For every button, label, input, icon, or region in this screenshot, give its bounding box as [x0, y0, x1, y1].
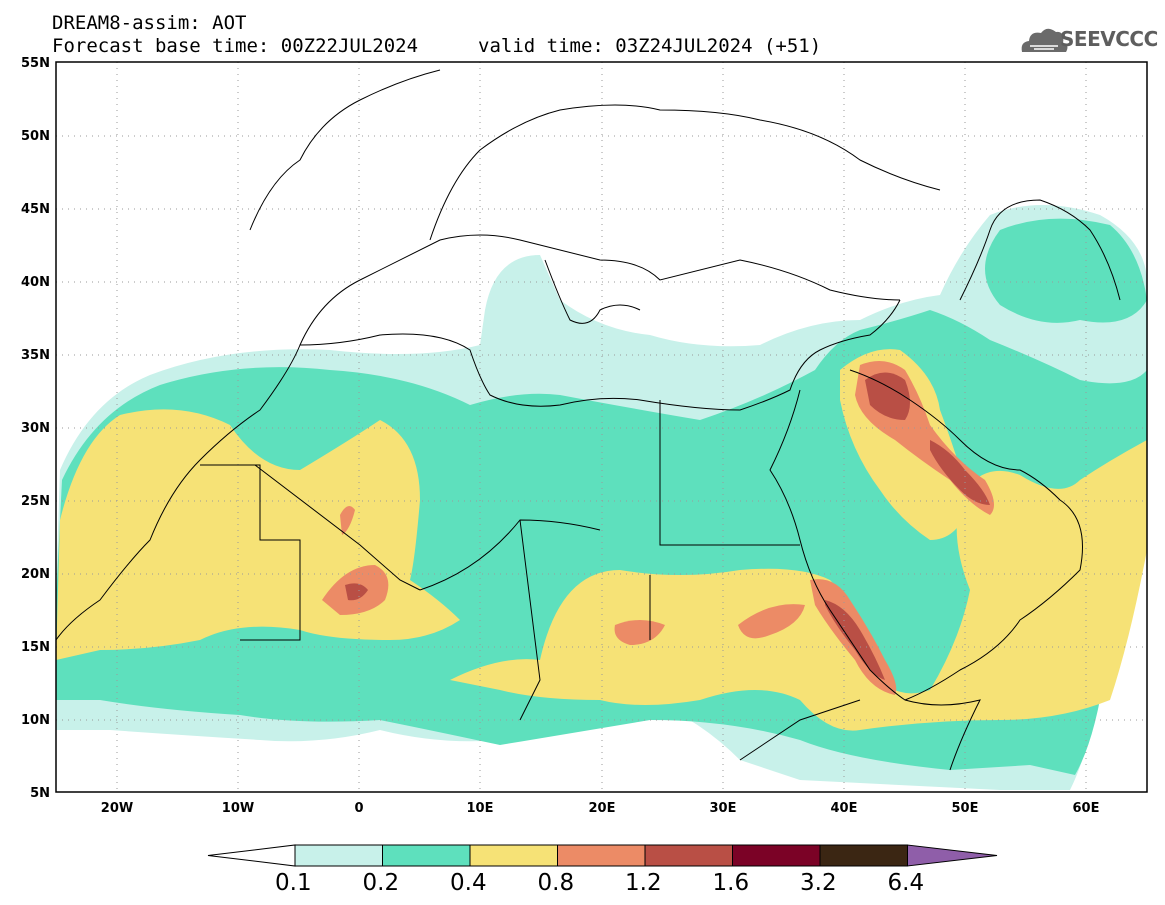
- lat-tick-5n: 5N: [30, 786, 50, 801]
- lat-tick-20n: 20N: [21, 567, 50, 582]
- colorbar-under-triangle: [207, 844, 296, 867]
- lon-tick-0: 0: [354, 801, 363, 816]
- lon-tick-40e: 40E: [831, 801, 858, 816]
- colorbar-segment: [644, 844, 733, 867]
- colorbar-label: 3.2: [800, 870, 837, 896]
- lon-tick-10e: 10E: [467, 801, 494, 816]
- colorbar-label: 6.4: [887, 870, 925, 896]
- colorbar-label: 1.2: [625, 870, 662, 896]
- lat-tick-35n: 35N: [21, 348, 50, 363]
- lon-tick-60e: 60E: [1073, 801, 1100, 816]
- lon-ticks: 20W 10W 0 10E 20E 30E 40E 50E 60E: [101, 801, 1100, 816]
- colorbar-segment: [469, 844, 558, 867]
- colorbar-segment: [382, 844, 471, 867]
- colorbar-segment: [557, 844, 646, 867]
- lon-tick-20w: 20W: [101, 801, 133, 816]
- lon-tick-10w: 10W: [222, 801, 254, 816]
- lat-tick-50n: 50N: [21, 129, 50, 144]
- colorbar-over-triangle: [907, 844, 998, 867]
- lon-tick-50e: 50E: [952, 801, 979, 816]
- lat-tick-55n: 55N: [21, 56, 50, 71]
- lat-tick-45n: 45N: [21, 202, 50, 217]
- colorbar-segment: [294, 844, 383, 867]
- lat-tick-25n: 25N: [21, 494, 50, 509]
- colorbar-label: 0.2: [362, 870, 400, 896]
- colorbar-label: 0.1: [275, 870, 312, 896]
- map-title: DREAM8-assim: AOT: [52, 12, 247, 34]
- colorbar-segment: [732, 844, 821, 867]
- valid-time: valid time: 03Z24JUL2024 (+51): [478, 35, 822, 57]
- colorbar-label: 1.6: [712, 870, 750, 896]
- colorbar: [207, 844, 998, 867]
- lat-tick-40n: 40N: [21, 275, 50, 290]
- cloud-icon: [1021, 28, 1068, 52]
- logo-text: SEEVCCC: [1060, 27, 1158, 51]
- colorbar-label: 0.4: [450, 870, 487, 896]
- lon-tick-20e: 20E: [589, 801, 616, 816]
- lat-ticks: 55N 50N 45N 40N 35N 30N 25N 20N 15N 10N …: [21, 56, 50, 801]
- colorbar-segment: [819, 844, 908, 867]
- map-frame: [55, 61, 1148, 793]
- lat-tick-15n: 15N: [21, 640, 50, 655]
- colorbar-label: 0.8: [537, 870, 575, 896]
- forecast-base-time: Forecast base time: 00Z22JUL2024: [52, 35, 419, 57]
- coastlines: [56, 69, 1121, 771]
- lat-tick-10n: 10N: [21, 713, 50, 728]
- lat-tick-30n: 30N: [21, 421, 50, 436]
- lon-tick-30e: 30E: [710, 801, 737, 816]
